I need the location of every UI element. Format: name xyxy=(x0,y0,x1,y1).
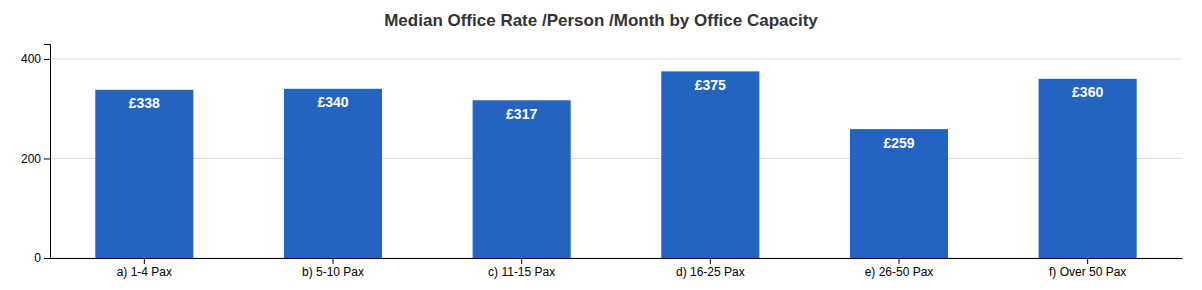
bar xyxy=(284,89,382,258)
y-tick: 200 xyxy=(21,152,50,166)
data-label: £317 xyxy=(506,106,537,122)
data-label: £375 xyxy=(695,77,726,93)
data-label: £338 xyxy=(129,95,160,111)
x-tick-label: f) Over 50 Pax xyxy=(1049,265,1126,279)
x-tick: e) 26-50 Pax xyxy=(865,258,934,279)
y-tick-label: 400 xyxy=(21,52,41,66)
x-tick-mark xyxy=(710,258,711,264)
x-tick: b) 5-10 Pax xyxy=(302,258,364,279)
y-tick-mark xyxy=(44,258,50,259)
x-tick-mark xyxy=(1087,258,1088,264)
bars xyxy=(95,71,1136,258)
grid-line xyxy=(50,258,1182,259)
y-tick: 0 xyxy=(34,251,50,265)
y-tick-label: 0 xyxy=(34,251,41,265)
plot: 0 200 400 a) 1-4 Pax b) 5-10 Pax c) 11-15 Pax… xyxy=(21,45,1183,279)
x-tick-label: c) 11-15 Pax xyxy=(488,265,555,279)
x-tick-label: e) 26-50 Pax xyxy=(865,265,934,279)
bar xyxy=(850,129,948,258)
x-tick-label: a) 1-4 Pax xyxy=(117,265,172,279)
y-tick: 400 xyxy=(21,52,50,66)
x-axis: a) 1-4 Pax b) 5-10 Pax c) 11-15 Pax d) 16-2… xyxy=(51,258,1183,279)
y-axis: 0 200 400 xyxy=(21,45,51,266)
y-tick-mark xyxy=(44,59,50,60)
x-tick: f) Over 50 Pax xyxy=(1049,258,1126,279)
bar xyxy=(1039,79,1137,258)
chart: Median Office Rate /Person /Month by Off… xyxy=(0,0,1202,290)
x-tick-mark xyxy=(144,258,145,264)
grid-line xyxy=(50,158,1182,159)
data-labels: £338 £340 £317 £375 £259 £360 xyxy=(129,77,1104,151)
bar xyxy=(95,90,193,258)
data-label: £259 xyxy=(883,135,914,151)
grid-line xyxy=(50,58,1182,59)
bar xyxy=(473,100,571,258)
x-tick-mark xyxy=(521,258,522,264)
y-tick-label: 200 xyxy=(21,152,41,166)
data-label: £360 xyxy=(1072,84,1103,100)
x-tick-label: b) 5-10 Pax xyxy=(302,265,364,279)
x-tick-label: d) 16-25 Pax xyxy=(676,265,745,279)
x-tick: a) 1-4 Pax xyxy=(117,258,172,279)
x-tick: d) 16-25 Pax xyxy=(676,258,745,279)
data-label: £340 xyxy=(317,94,348,110)
bar xyxy=(661,71,759,258)
y-tick-mark xyxy=(44,158,50,159)
grid xyxy=(50,59,1182,258)
title: Median Office Rate /Person /Month by Off… xyxy=(384,11,818,30)
x-tick: c) 11-15 Pax xyxy=(488,258,555,279)
x-tick-mark xyxy=(333,258,334,264)
x-axis-line xyxy=(51,258,1183,259)
y-axis-line xyxy=(44,45,51,259)
x-tick-mark xyxy=(899,258,900,264)
